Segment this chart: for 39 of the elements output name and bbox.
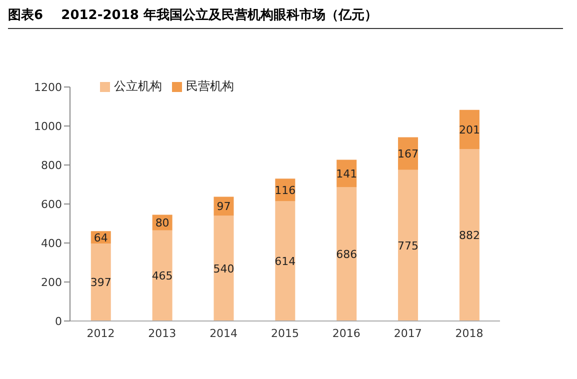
y-tick-label: 800 bbox=[41, 158, 62, 172]
data-label: 686 bbox=[336, 248, 358, 262]
legend-label: 民营机构 bbox=[186, 79, 234, 93]
data-label: 64 bbox=[94, 231, 108, 244]
data-label: 397 bbox=[90, 276, 112, 290]
data-label: 116 bbox=[274, 184, 296, 197]
x-tick-label: 2013 bbox=[148, 326, 176, 340]
y-tick-label: 200 bbox=[41, 276, 62, 289]
bar bbox=[336, 187, 357, 321]
bar bbox=[90, 244, 111, 321]
bar bbox=[398, 170, 418, 321]
x-tick-label: 2012 bbox=[86, 326, 115, 340]
data-label: 882 bbox=[458, 228, 480, 242]
data-label: 775 bbox=[398, 239, 419, 252]
data-label: 540 bbox=[213, 262, 234, 276]
chart-title: 图表6 2012-2018 年我国公立及民营机构眼科市场（亿元） bbox=[8, 6, 563, 29]
bar bbox=[214, 216, 234, 321]
bar bbox=[152, 230, 172, 321]
bar bbox=[275, 201, 296, 321]
bar bbox=[459, 149, 480, 321]
y-tick-label: 400 bbox=[41, 236, 62, 250]
y-tick-label: 600 bbox=[41, 198, 62, 211]
y-tick-label: 0 bbox=[55, 314, 62, 328]
data-label: 141 bbox=[336, 167, 358, 180]
data-label: 80 bbox=[155, 216, 170, 230]
data-label: 614 bbox=[274, 255, 296, 268]
y-tick-label: 1000 bbox=[34, 120, 62, 133]
x-tick-label: 2015 bbox=[271, 326, 299, 340]
y-tick-label: 1200 bbox=[34, 80, 62, 94]
data-label: 167 bbox=[398, 147, 419, 160]
x-tick-label: 2014 bbox=[210, 326, 238, 340]
legend-label: 公立机构 bbox=[114, 79, 162, 93]
x-tick-label: 2018 bbox=[455, 326, 484, 340]
x-tick-label: 2017 bbox=[394, 326, 422, 340]
data-label: 97 bbox=[216, 200, 231, 214]
data-label: 465 bbox=[152, 270, 173, 283]
data-label: 201 bbox=[458, 123, 480, 136]
bar bbox=[459, 110, 480, 150]
x-tick-label: 2016 bbox=[332, 326, 360, 340]
